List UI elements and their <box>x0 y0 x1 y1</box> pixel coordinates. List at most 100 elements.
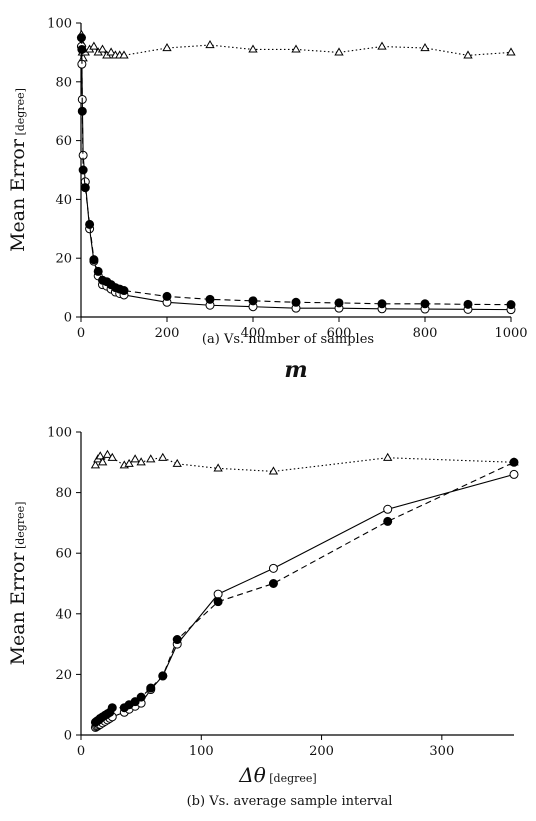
data-point-filled-circle <box>248 296 258 306</box>
series-triangle-open <box>76 29 516 62</box>
series-circle-open <box>90 469 519 732</box>
series-triangle-open <box>90 449 519 475</box>
data-point-filled-circle <box>268 579 278 588</box>
data-point-filled-circle <box>506 300 516 310</box>
data-point-triangle <box>213 463 223 472</box>
series-circle-open <box>76 42 516 315</box>
data-point-triangle <box>377 41 387 50</box>
series-circle-filled <box>76 33 516 310</box>
data-point-filled-circle <box>205 294 215 304</box>
data-point-filled-circle <box>291 297 301 307</box>
data-point-filled-circle <box>119 286 129 296</box>
y-tick-label: 80 <box>55 486 72 501</box>
chart-caption: (b) Vs. average sample interval <box>187 794 393 809</box>
x-tick-label: 600 <box>327 326 352 341</box>
data-point-filled-circle <box>136 692 146 702</box>
x-tick-label: 0 <box>77 744 85 759</box>
y-tick-label: 0 <box>64 311 72 326</box>
data-point-triangle <box>107 452 117 461</box>
x-tick-label: 200 <box>155 326 180 341</box>
data-point-open-circle <box>268 563 278 573</box>
data-point-filled-circle <box>172 635 182 645</box>
data-point-open-circle <box>383 504 393 514</box>
y-tick-label: 80 <box>55 75 72 90</box>
data-point-triangle <box>506 47 516 56</box>
y-axis-label-text: Mean Error <box>7 552 29 666</box>
x-axis-label: m <box>284 357 307 383</box>
data-point-filled-circle <box>420 299 430 309</box>
data-point-triangle <box>136 457 146 466</box>
y-axis-label: Mean Error [degree] <box>7 502 29 666</box>
x-tick-label: 1000 <box>494 326 527 341</box>
data-point-triangle <box>124 458 134 467</box>
axes <box>80 432 514 736</box>
data-point-filled-circle <box>158 671 168 681</box>
data-point-filled-circle <box>77 106 87 116</box>
x-tick-label: 100 <box>189 744 214 759</box>
data-point-filled-circle <box>213 597 223 607</box>
data-point-filled-circle <box>89 255 99 265</box>
data-point-triangle <box>383 452 393 461</box>
data-point-triangle <box>97 44 108 53</box>
data-point-triangle <box>291 44 301 53</box>
data-point-triangle <box>334 47 344 56</box>
y-tick-label: 0 <box>64 729 72 744</box>
data-point-filled-circle <box>509 457 519 467</box>
data-point-open-circle <box>509 469 519 479</box>
y-axis-unit: [degree] <box>14 502 27 553</box>
data-point-filled-circle <box>146 683 156 693</box>
data-point-triangle <box>172 458 182 467</box>
y-tick-label: 20 <box>55 668 72 683</box>
y-tick-label: 100 <box>47 17 72 32</box>
data-point-filled-circle <box>130 697 140 707</box>
series-line <box>95 461 515 723</box>
x-axis-unit: [degree] <box>266 772 317 785</box>
data-point-triangle <box>89 41 99 50</box>
data-point-triangle <box>420 42 430 52</box>
data-point-triangle <box>463 50 473 59</box>
data-point-filled-circle <box>334 298 344 308</box>
y-tick-label: 40 <box>55 607 72 622</box>
y-tick-label: 60 <box>55 134 72 149</box>
chart-caption: (a) Vs. number of samples <box>202 332 374 347</box>
y-tick-label: 60 <box>55 547 72 562</box>
data-point-filled-circle <box>77 44 87 54</box>
data-point-filled-circle <box>78 165 88 175</box>
series-circle-filled <box>90 457 519 727</box>
y-axis-label-text: Mean Error <box>7 138 29 252</box>
data-point-filled-circle <box>93 266 103 276</box>
data-point-triangle <box>106 47 116 56</box>
data-point-triangle <box>119 50 129 59</box>
data-point-triangle <box>95 451 105 460</box>
y-axis-unit: [degree] <box>14 88 27 139</box>
data-point-open-circle <box>213 589 223 599</box>
y-axis-label: Mean Error [degree] <box>7 88 29 252</box>
x-axis-label-text: m <box>284 357 307 383</box>
x-axis-label-text: Δθ <box>238 763 265 787</box>
series-line <box>80 46 512 311</box>
x-tick-label: 400 <box>241 326 266 341</box>
series-line <box>95 473 515 728</box>
data-point-triangle <box>97 457 108 466</box>
data-point-triangle <box>248 44 258 53</box>
data-point-triangle <box>268 466 279 475</box>
chart-b: 0 20 40 60 80 100 0 100 200 300 Mean Error [degree… <box>7 426 519 809</box>
data-point-filled-circle <box>85 219 95 229</box>
x-tick-label: 0 <box>77 326 85 341</box>
data-point-triangle <box>90 460 101 469</box>
x-tick-label: 200 <box>309 744 334 759</box>
data-point-triangle <box>158 452 168 461</box>
x-tick-label: 800 <box>413 326 438 341</box>
data-point-triangle <box>162 42 172 52</box>
data-point-filled-circle <box>383 516 393 526</box>
data-point-triangle <box>102 449 113 458</box>
y-tick-label: 20 <box>55 252 72 267</box>
data-point-triangle <box>130 454 140 463</box>
y-tick-label: 40 <box>55 193 72 208</box>
x-axis-label: Δθ [degree] <box>238 763 316 787</box>
data-point-filled-circle <box>162 291 172 301</box>
data-point-filled-circle <box>377 299 387 309</box>
y-tick-label: 100 <box>47 426 72 441</box>
